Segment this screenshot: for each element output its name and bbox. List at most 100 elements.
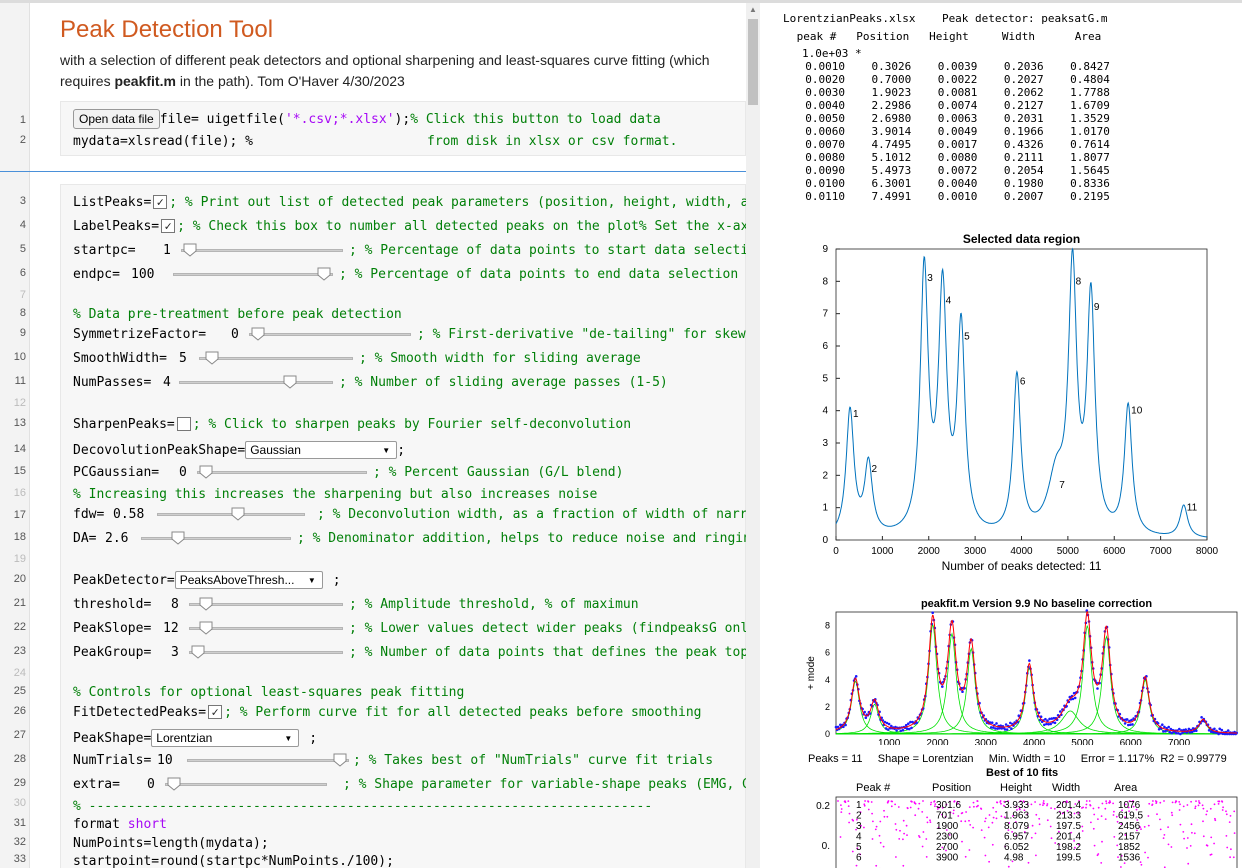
residual-point [957, 802, 959, 805]
peak-detector-dropdown[interactable]: PeaksAboveThresh... ▼ [174, 571, 323, 589]
residual-point [1191, 831, 1193, 834]
data-point [904, 723, 908, 727]
peakgroup-slider[interactable] [189, 645, 343, 659]
residual-point [1014, 821, 1017, 823]
output-table-row: 0.0050 2.6980 0.0063 0.2031 1.3529 [792, 112, 1110, 125]
selected-region-chart: Selected data region 0 1000 2000 3000 4000 500… [822, 232, 1218, 570]
output-panel: LorentzianPeaks.xlsx Peak detector: peak… [770, 3, 1242, 868]
residual-point [1100, 815, 1103, 817]
residual-point [953, 800, 956, 803]
line-number: 19 [13, 553, 26, 565]
residual-point [1230, 848, 1232, 851]
residual-point [875, 864, 878, 867]
x-axis-label: Number of peaks detected: 11 [942, 559, 1102, 570]
fdw-slider[interactable] [157, 507, 305, 521]
line-number: 28 [13, 753, 26, 765]
chart-title: peakfit.m Version 9.9 No baseline correc… [921, 598, 1152, 610]
fit-table-cell: 301.6 [936, 800, 961, 811]
residual-point [1179, 823, 1182, 826]
y-tick-label: 7 [822, 309, 828, 320]
residual-point [894, 803, 896, 806]
residual-point [1229, 856, 1231, 859]
residual-point [1116, 820, 1119, 823]
data-point [1207, 729, 1211, 732]
residual-point [1101, 840, 1103, 843]
residual-point [1090, 821, 1092, 824]
peak-label: 8 [1076, 276, 1082, 287]
residual-point [1140, 828, 1142, 830]
data-point [887, 722, 891, 726]
residual-point [999, 801, 1002, 803]
labelpeaks-checkbox[interactable]: ✓ [161, 219, 176, 233]
residual-point [1089, 804, 1091, 806]
data-point [864, 716, 868, 719]
data-point [1073, 696, 1077, 700]
fit-table-cell: 6.052 [1004, 842, 1029, 853]
fitdetected-checkbox[interactable]: ✓ [208, 705, 223, 719]
extra-value: 0 [147, 776, 155, 792]
residual-point [1210, 836, 1213, 839]
residual-point [1113, 836, 1116, 838]
x-tick-label: 4000 [1010, 546, 1033, 557]
residual-point [945, 829, 948, 831]
residual-point [906, 807, 909, 809]
residual-point [1023, 809, 1026, 812]
residual-point [1065, 801, 1068, 803]
residual-point [1121, 809, 1123, 812]
editor-scrollbar[interactable]: ▲ [746, 3, 760, 868]
data-point [1096, 687, 1099, 690]
line-number: 4 [19, 219, 26, 231]
data-point [994, 727, 997, 730]
threshold-slider[interactable] [189, 597, 343, 611]
residual-point [902, 864, 905, 867]
fit-table-cell: 2 [856, 811, 862, 822]
startpc-slider[interactable] [181, 243, 343, 257]
residual-point [898, 838, 901, 840]
residual-point [1093, 813, 1096, 816]
pcgaussian-slider[interactable] [197, 465, 367, 479]
residual-point [863, 826, 865, 829]
residual-point [995, 817, 998, 820]
residual-point [957, 815, 960, 817]
open-data-file-button[interactable]: Open data file [73, 109, 160, 129]
model-line [835, 610, 1237, 734]
listpeaks-checkbox[interactable]: ✓ [153, 195, 168, 209]
residual-point [1225, 810, 1227, 813]
live-script-editor[interactable]: Peak Detection Tool with a selection of … [0, 0, 760, 868]
fit-table-cell: 6.957 [1004, 832, 1029, 843]
residual-point [1233, 832, 1236, 834]
sharpenpeaks-checkbox[interactable] [176, 417, 191, 431]
scroll-up-arrow-icon[interactable]: ▲ [749, 5, 757, 14]
line-number: 15 [13, 465, 26, 477]
output-table-row: 0.0090 5.4973 0.0072 0.2054 1.5645 [792, 164, 1110, 177]
symmetrize-slider[interactable] [249, 327, 411, 341]
peakslope-slider[interactable] [189, 621, 343, 635]
residual-point [1038, 823, 1041, 826]
data-point [1010, 727, 1013, 730]
residual-point [945, 803, 948, 806]
scrollbar-thumb[interactable] [748, 19, 758, 105]
smoothwidth-slider[interactable] [199, 351, 353, 365]
numpasses-slider[interactable] [179, 375, 333, 389]
deconvolution-shape-dropdown[interactable]: Gaussian ▼ [245, 441, 398, 459]
y-tick-label: 6 [822, 341, 828, 352]
residual-point [1193, 832, 1196, 835]
numtrials-slider[interactable] [187, 753, 349, 767]
output-table-header: peak # Position Height Width Area [790, 30, 1102, 43]
residual-point [921, 845, 924, 848]
data-point [1050, 717, 1054, 720]
peak-shape-dropdown[interactable]: Lorentzian ▼ [151, 729, 300, 747]
residual-point [1011, 860, 1014, 863]
residual-point [1205, 844, 1208, 847]
da-slider[interactable] [141, 531, 291, 545]
data-point [1048, 717, 1051, 721]
x-tick-label: 6000 [1120, 738, 1143, 745]
residual-point [1116, 844, 1119, 847]
residual-point [890, 805, 893, 808]
residual-point [843, 800, 846, 803]
endpc-slider[interactable] [173, 267, 333, 281]
extra-slider[interactable] [165, 777, 327, 791]
residual-point [1154, 800, 1157, 802]
residual-point [1170, 846, 1173, 848]
peak-label: 11 [1187, 503, 1198, 514]
